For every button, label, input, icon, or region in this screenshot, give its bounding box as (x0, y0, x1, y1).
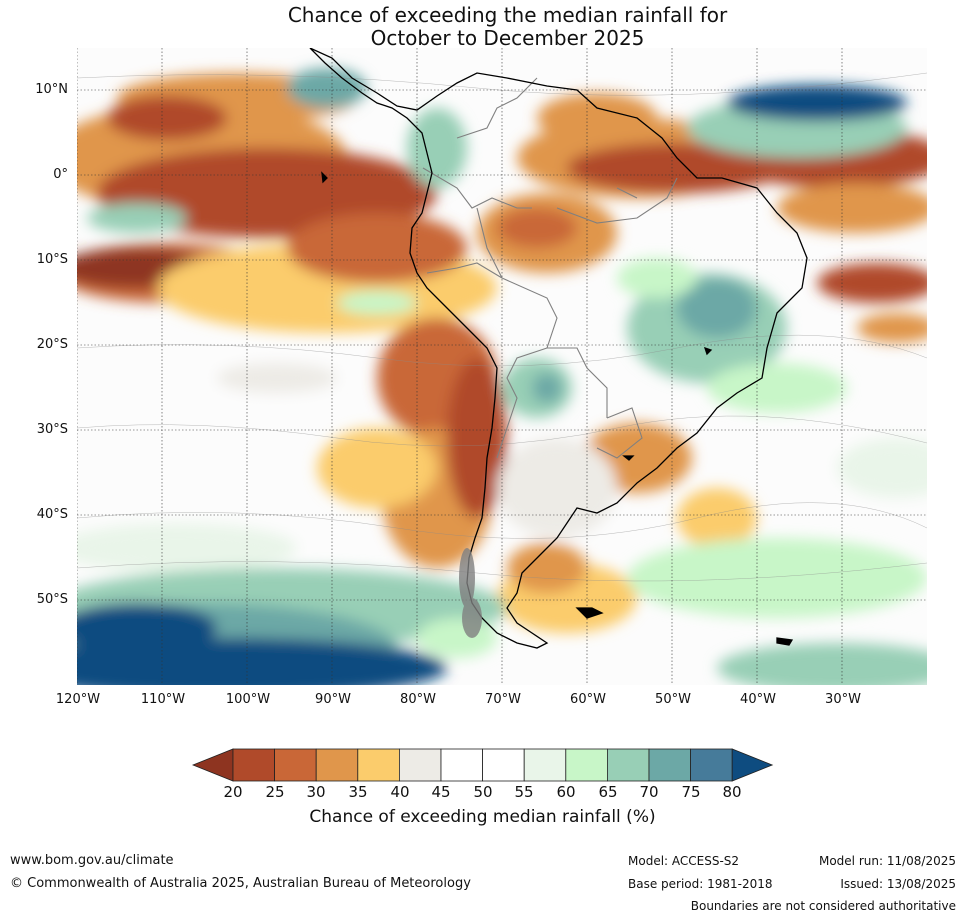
colorbar-cell (523, 748, 567, 782)
lat-label-0: 0° (53, 167, 68, 182)
colorbar-cell (440, 748, 483, 782)
title-line-1: Chance of exceeding the median rainfall … (287, 3, 728, 27)
lon-label-100w: 100°W (225, 692, 271, 707)
coastlines (309, 48, 808, 649)
colorbar-low-extend (192, 748, 234, 782)
boundaries-disclaimer: Boundaries are not considered authoritat… (690, 899, 956, 913)
colorbar-tick: 75 (681, 783, 701, 801)
colorbar-cell (274, 748, 317, 782)
model-run-date: Model run: 11/08/2025 (818, 854, 956, 868)
rainfall-map (77, 48, 927, 685)
colorbar-cell (482, 748, 525, 782)
lon-label-70w: 70°W (485, 692, 521, 707)
lat-label-30s: 30°S (36, 422, 68, 437)
colorbar-tick: 70 (639, 783, 659, 801)
lon-label-90w: 90°W (315, 692, 351, 707)
base-period: Base period: 1981-2018 (628, 877, 773, 891)
lon-label-60w: 60°W (570, 692, 606, 707)
country-borders (422, 77, 678, 459)
colorbar-tick: 60 (556, 783, 576, 801)
colorbar-cell (315, 748, 359, 782)
lon-label-80w: 80°W (400, 692, 436, 707)
colorbar-cell (606, 748, 650, 782)
model-name: Model: ACCESS-S2 (628, 854, 740, 868)
copyright-text: © Commonwealth of Australia 2025, Austra… (10, 876, 471, 891)
colorbar-cell (565, 748, 608, 782)
lat-label-20s: 20°S (36, 337, 68, 352)
contour-lines (77, 72, 927, 582)
lon-label-110w: 110°W (140, 692, 186, 707)
lat-label-40s: 40°S (36, 507, 68, 522)
colorbar-tick: 80 (722, 783, 742, 801)
map-title: Chance of exceeding the median rainfall … (0, 4, 965, 50)
lon-label-120w: 120°W (55, 692, 101, 707)
lon-label-30w: 30°W (825, 692, 861, 707)
colorbar (192, 748, 774, 782)
colorbar-tick: 45 (431, 783, 451, 801)
colorbar-tick: 40 (390, 783, 410, 801)
colorbar-high-extend (731, 748, 774, 782)
colorbar-tick: 35 (348, 783, 368, 801)
colorbar-cell (690, 748, 733, 782)
map-canvas (77, 48, 927, 685)
lon-label-40w: 40°W (740, 692, 776, 707)
colorbar-tick: 30 (306, 783, 326, 801)
lat-label-10s: 10°S (36, 252, 68, 267)
lon-label-50w: 50°W (655, 692, 691, 707)
colorbar-cell (232, 748, 275, 782)
title-line-2: October to December 2025 (370, 26, 645, 50)
patagonia-ice (459, 548, 482, 638)
colorbar-tick: 65 (598, 783, 618, 801)
issued-date: Issued: 13/08/2025 (840, 877, 956, 891)
gridlines (77, 48, 927, 685)
colorbar-tick: 20 (223, 783, 243, 801)
lat-label-50s: 50°S (36, 592, 68, 607)
colorbar-tick: 50 (473, 783, 493, 801)
colorbar-title: Chance of exceeding median rainfall (%) (309, 807, 656, 827)
colorbar-cells (192, 748, 774, 782)
colorbar-tick: 55 (514, 783, 534, 801)
colorbar-cell (398, 748, 442, 782)
website-link[interactable]: www.bom.gov.au/climate (10, 853, 174, 868)
colorbar-cell (648, 748, 691, 782)
lat-label-10n: 10°N (35, 82, 68, 97)
colorbar-tick: 25 (265, 783, 285, 801)
colorbar-cell (357, 748, 400, 782)
